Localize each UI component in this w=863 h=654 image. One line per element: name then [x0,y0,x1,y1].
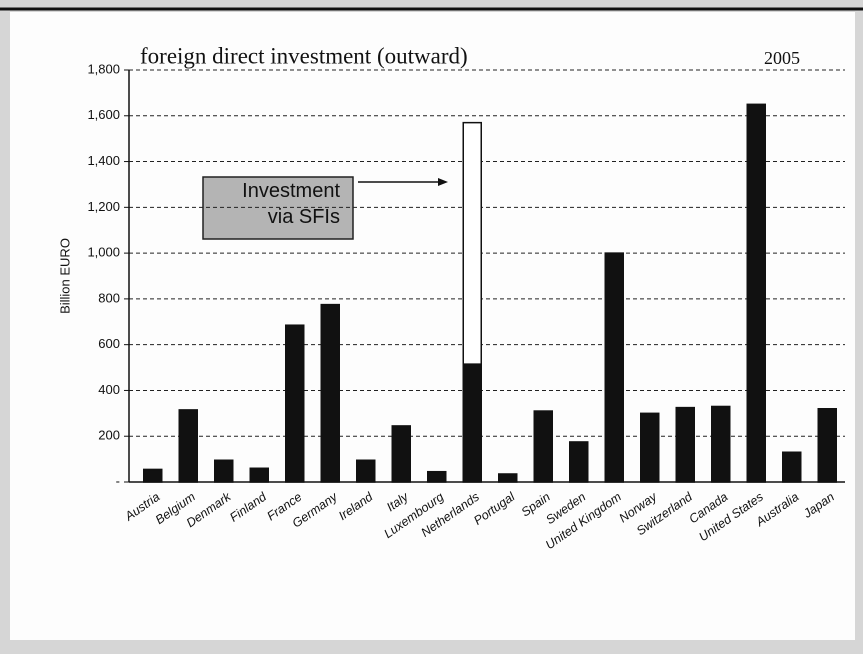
bar [782,451,802,483]
annotation: Investment via SFIs [202,176,448,240]
bar [391,425,411,483]
chart-title: foreign direct investment (outward) [140,43,468,68]
bar [711,405,731,483]
annotation-text: Investment via SFIs [242,180,340,228]
bar [675,406,695,483]
y-tick-label: 600 [98,336,120,351]
y-tick-label: 1,200 [87,199,120,214]
y-tick-label: 1,800 [87,61,120,76]
annotation-box [202,176,354,240]
slide [10,12,855,640]
bar [746,103,766,483]
y-tick-label: 200 [98,428,120,443]
bar [320,303,340,483]
y-tick-label: 1,400 [87,153,120,168]
y-tick-label: 400 [98,382,120,397]
bar [285,324,305,483]
bar [640,412,660,483]
bar [249,467,269,483]
y-tick-label: 1,600 [87,107,120,122]
y-tick-label: 800 [98,290,120,305]
bar [604,252,624,483]
chart-subtitle: 2005 [764,48,800,68]
arrow-head [438,178,448,186]
bar [178,409,198,483]
bar [533,410,553,483]
y-tick-label: - [116,473,120,488]
bar [427,470,447,483]
bar [462,363,482,483]
bar [214,459,234,483]
bar [356,459,376,483]
bar [569,441,589,483]
bar [498,473,518,483]
bar [817,408,837,483]
bar [143,468,163,483]
y-tick-label: 1,000 [87,245,120,260]
y-axis-label: Billion EURO [57,238,72,314]
bar [462,121,482,365]
